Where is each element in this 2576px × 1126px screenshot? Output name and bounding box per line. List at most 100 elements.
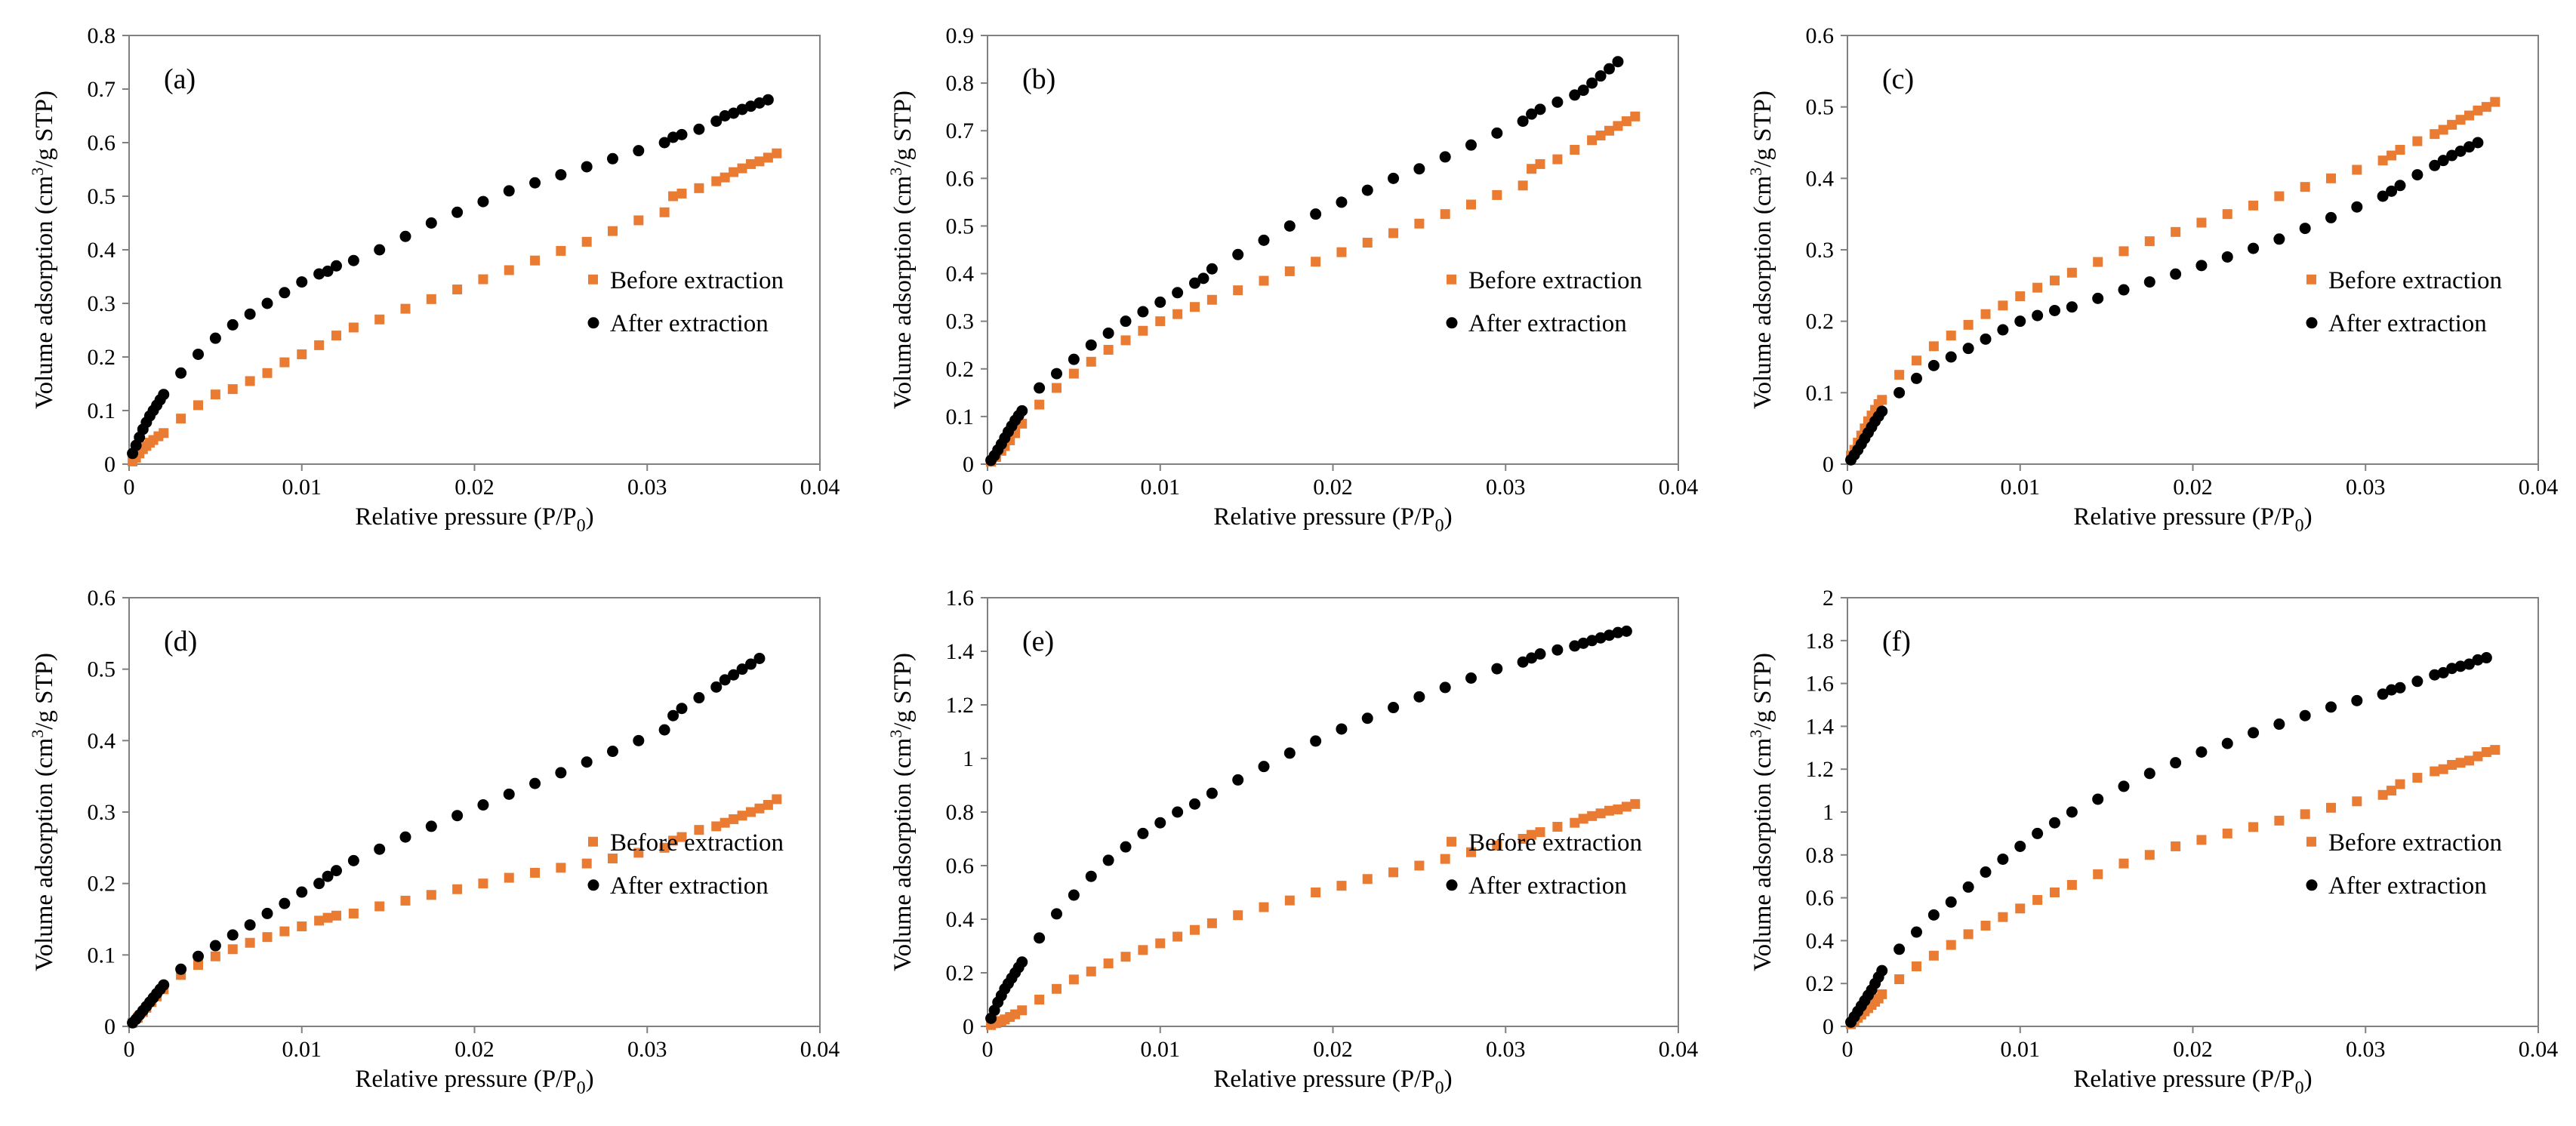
data-point-before bbox=[668, 835, 679, 846]
data-point-before bbox=[2093, 869, 2103, 879]
data-point-after bbox=[2429, 159, 2441, 171]
y-tick-label: 0.4 bbox=[946, 262, 975, 287]
data-point-before bbox=[426, 294, 436, 304]
data-point-after bbox=[1120, 841, 1132, 853]
data-point-after bbox=[1620, 625, 1632, 637]
data-point-after bbox=[1962, 881, 1974, 893]
data-point-before bbox=[556, 245, 566, 256]
data-point-after bbox=[1034, 932, 1046, 944]
data-point-before bbox=[1138, 325, 1148, 336]
data-point-before bbox=[2412, 773, 2423, 783]
series-after-extraction bbox=[985, 56, 1624, 466]
data-point-before bbox=[2412, 136, 2423, 146]
legend-marker-after bbox=[587, 879, 599, 891]
panel-label: (f) bbox=[1882, 626, 1911, 657]
data-point-after bbox=[261, 297, 273, 309]
data-point-after bbox=[158, 979, 170, 991]
data-point-after bbox=[1310, 208, 1322, 220]
data-point-after bbox=[193, 950, 204, 962]
data-point-after bbox=[1154, 817, 1166, 829]
data-point-after bbox=[1893, 943, 1906, 955]
data-point-after bbox=[1893, 386, 1906, 398]
y-tick-label: 0.5 bbox=[88, 184, 116, 209]
data-point-after bbox=[1102, 854, 1114, 866]
data-point-before bbox=[1595, 808, 1606, 819]
data-point-before bbox=[2032, 894, 2043, 905]
legend-label: Before extraction bbox=[1468, 267, 1642, 294]
data-point-before bbox=[2352, 165, 2362, 175]
data-point-before bbox=[1998, 300, 2008, 311]
data-point-after bbox=[1517, 115, 1529, 128]
data-point-after bbox=[1945, 896, 1957, 908]
data-point-before bbox=[633, 848, 644, 858]
data-point-after bbox=[1336, 723, 1348, 735]
data-point-before bbox=[1052, 983, 1062, 994]
data-point-before bbox=[1518, 180, 1528, 191]
y-axis-title: Volume adsorption (cm3/g STP) bbox=[28, 653, 58, 971]
data-point-after bbox=[313, 878, 325, 890]
x-tick-label: 0.02 bbox=[1313, 475, 1353, 500]
data-point-before bbox=[763, 152, 773, 163]
data-point-after bbox=[1189, 277, 1200, 289]
data-point-after bbox=[2170, 268, 2182, 280]
data-point-before bbox=[2222, 828, 2232, 838]
data-point-before bbox=[1388, 867, 1399, 878]
data-point-after bbox=[2325, 701, 2337, 713]
data-point-before bbox=[2326, 802, 2336, 813]
data-point-after bbox=[676, 703, 688, 715]
data-point-before bbox=[676, 832, 687, 842]
data-point-before bbox=[711, 176, 722, 186]
data-point-after bbox=[1927, 359, 1940, 371]
data-point-before bbox=[1068, 368, 1079, 379]
legend-label: After extraction bbox=[610, 872, 769, 900]
data-point-before bbox=[1980, 921, 1991, 931]
panel-label: (a) bbox=[164, 63, 196, 95]
data-point-after bbox=[1997, 853, 2009, 865]
data-point-before bbox=[1912, 355, 1921, 366]
chart-panel-f: 0 0.2 0.4 0.6 0.8 1 1.2 1.4 1.6 1.8 2 0 0.01 0.02 0.03… bbox=[1746, 586, 2558, 1098]
data-point-after bbox=[226, 318, 239, 331]
data-point-before bbox=[719, 172, 730, 183]
data-point-after bbox=[2032, 827, 2044, 839]
data-point-before bbox=[1578, 814, 1588, 824]
data-point-before bbox=[2438, 125, 2448, 135]
data-point-after bbox=[1154, 296, 1166, 308]
legend-marker-after bbox=[2306, 317, 2318, 329]
data-point-before bbox=[2490, 97, 2501, 107]
data-point-after bbox=[2273, 233, 2285, 245]
data-point-after bbox=[1612, 626, 1624, 638]
legend-label: After extraction bbox=[2328, 310, 2487, 337]
x-tick-label: 0.03 bbox=[2346, 475, 2386, 500]
data-point-before bbox=[633, 215, 644, 226]
data-point-after bbox=[313, 268, 325, 280]
data-point-before bbox=[2455, 758, 2466, 768]
x-tick-label: 0.04 bbox=[800, 1037, 840, 1062]
data-point-after bbox=[1336, 196, 1348, 208]
x-tick-label: 0.01 bbox=[2001, 1037, 2041, 1062]
data-point-before bbox=[1595, 131, 1606, 141]
data-point-after bbox=[261, 907, 273, 919]
data-point-after bbox=[2377, 688, 2389, 700]
data-point-before bbox=[530, 867, 541, 878]
data-point-after bbox=[1172, 287, 1184, 299]
x-tick-label: 0 bbox=[1842, 1037, 1853, 1062]
data-point-before bbox=[1440, 209, 1450, 220]
legend-marker-before bbox=[1447, 836, 1456, 847]
data-point-before bbox=[1492, 189, 1502, 200]
y-tick-label: 1 bbox=[1823, 800, 1834, 825]
data-point-before bbox=[1017, 1005, 1028, 1016]
data-point-after bbox=[2049, 817, 2060, 829]
x-axis-title: Relative pressure (P/P0) bbox=[1213, 503, 1452, 536]
data-point-after bbox=[1085, 870, 1097, 882]
data-point-before bbox=[400, 303, 411, 314]
plot-area-border bbox=[1847, 597, 2539, 1027]
data-point-after bbox=[658, 137, 670, 149]
legend-label: Before extraction bbox=[610, 267, 784, 294]
data-point-after bbox=[1283, 747, 1296, 759]
data-point-after bbox=[244, 308, 256, 320]
data-point-after bbox=[762, 94, 774, 106]
data-point-before bbox=[245, 937, 255, 948]
data-point-after bbox=[322, 265, 334, 277]
x-tick-label: 0.03 bbox=[2346, 1037, 2386, 1062]
data-point-before bbox=[1086, 966, 1096, 977]
